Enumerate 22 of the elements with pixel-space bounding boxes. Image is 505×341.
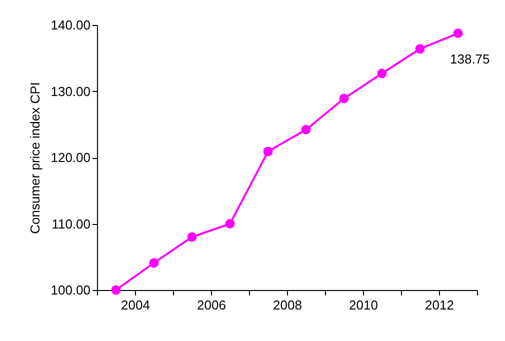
y-axis-title: Consumer price index CPI [28,82,43,234]
point [339,94,349,104]
point [453,28,463,38]
point [187,232,197,242]
y-tick-label: 140.00 [50,18,90,32]
x-tick-label: 2012 [425,298,454,312]
x-tick-label: 2004 [121,298,150,312]
x-tick-label: 2010 [349,298,378,312]
x-tick-label: 2006 [197,298,226,312]
y-tick-label: 120.00 [50,150,90,165]
y-tick-label: 130.00 [50,84,90,99]
point [263,146,273,156]
point [377,68,387,78]
point [111,285,121,295]
point [415,44,425,54]
data-label: 138.75 [450,51,490,66]
x-tick-label: 2008 [273,298,302,312]
point [301,124,311,134]
y-tick-label: 100.00 [50,282,90,298]
y-tick-label: 110.00 [52,216,90,232]
point [149,258,159,268]
point [225,219,235,228]
